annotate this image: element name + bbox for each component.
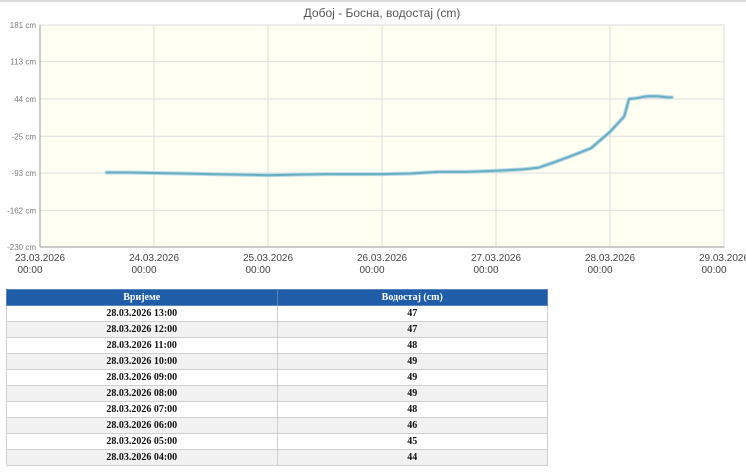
x-tick-date: 25.03.2026	[243, 253, 293, 264]
cell-level: 44	[276, 449, 548, 466]
chart-title: Добој - Босна, водостај (cm)	[303, 6, 461, 20]
x-tick-time: 00:00	[359, 265, 384, 276]
x-tick-date: 29.03.2026	[699, 253, 746, 264]
column-header-time: Вријеме	[6, 289, 278, 306]
cell-level: 47	[276, 305, 548, 322]
x-tick-time: 00:00	[473, 265, 498, 276]
table-row: 28.03.2026 09:00 49	[6, 369, 548, 386]
y-tick-label: -93 cm	[12, 169, 37, 178]
cell-level: 48	[276, 337, 548, 354]
table-row: 28.03.2026 10:00 49	[6, 353, 548, 370]
y-tick-label: -162 cm	[7, 206, 36, 215]
table-row: 28.03.2026 07:00 48	[6, 401, 548, 418]
x-tick-date: 26.03.2026	[357, 253, 407, 264]
cell-level: 46	[276, 417, 548, 434]
table-header-row: Вријеме Водостај (cm)	[6, 289, 548, 306]
x-tick-date: 27.03.2026	[471, 253, 521, 264]
cell-time: 28.03.2026 12:00	[6, 321, 278, 338]
cell-level: 49	[276, 385, 548, 402]
x-tick-time: 00:00	[587, 265, 612, 276]
table-row: 28.03.2026 08:00 49	[6, 385, 548, 402]
series-line	[105, 95, 673, 177]
cell-time: 28.03.2026 11:00	[6, 337, 278, 354]
x-tick-time: 00:00	[701, 265, 726, 276]
x-tick-time: 00:00	[245, 265, 270, 276]
water-level-table: Вријеме Водостај (cm) 28.03.2026 13:00 4…	[6, 289, 548, 466]
cell-level: 49	[276, 353, 548, 370]
cell-level: 45	[276, 433, 548, 450]
cell-level: 49	[276, 369, 548, 386]
x-tick-time: 00:00	[17, 265, 42, 276]
x-tick-date: 28.03.2026	[585, 253, 635, 264]
cell-time: 28.03.2026 10:00	[6, 353, 278, 370]
y-tick-label: 181 cm	[10, 21, 37, 30]
water-level-chart: 181 cm 113 cm 44 cm -25 cm -93 cm -162 cm -230…	[7, 21, 746, 276]
cell-time: 28.03.2026 08:00	[6, 385, 278, 402]
cell-time: 28.03.2026 04:00	[6, 449, 278, 466]
cell-level: 47	[276, 321, 548, 338]
cell-time: 28.03.2026 13:00	[6, 305, 278, 322]
cell-time: 28.03.2026 05:00	[6, 433, 278, 450]
cell-level: 48	[276, 401, 548, 418]
table-row: 28.03.2026 12:00 47	[6, 321, 548, 338]
column-header-level: Водостај (cm)	[276, 289, 548, 306]
cell-time: 28.03.2026 09:00	[6, 369, 278, 386]
y-tick-label: 44 cm	[14, 95, 36, 104]
top-divider	[0, 0, 746, 2]
y-tick-label: 113 cm	[10, 58, 36, 67]
table-row: 28.03.2026 04:00 44	[6, 449, 548, 466]
cell-time: 28.03.2026 07:00	[6, 401, 278, 418]
table-row: 28.03.2026 06:00 46	[6, 417, 548, 434]
x-tick-date: 24.03.2026	[129, 253, 179, 264]
cell-time: 28.03.2026 06:00	[6, 417, 278, 434]
y-tick-label: -25 cm	[12, 132, 37, 141]
table-row: 28.03.2026 05:00 45	[6, 433, 548, 450]
x-tick-time: 00:00	[131, 265, 156, 276]
table-row: 28.03.2026 13:00 47	[6, 305, 548, 322]
x-tick-date: 23.03.2026	[15, 253, 65, 264]
y-tick-label: -230 cm	[7, 243, 36, 252]
table-row: 28.03.2026 11:00 48	[6, 337, 548, 354]
